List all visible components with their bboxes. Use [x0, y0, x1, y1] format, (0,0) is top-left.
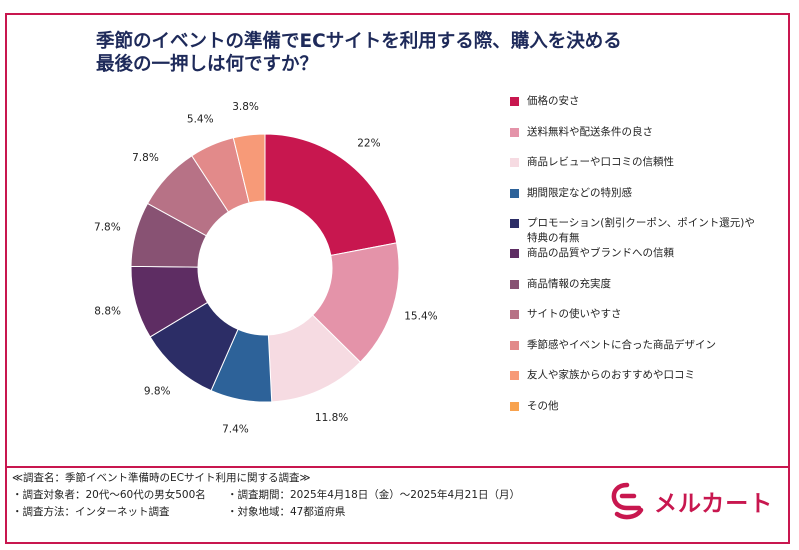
title-line-1: 季節のイベントの準備でECサイトを利用する際、購入を決める	[96, 31, 622, 52]
legend-swatch-11	[510, 401, 519, 411]
legend-label-2: 送料無料や配送条件の良さ	[527, 125, 653, 138]
legend-label-6: 商品の品質やブランドへの信頼	[527, 247, 674, 259]
legend-swatch-2	[510, 127, 519, 137]
legend-label-11: その他	[527, 399, 559, 412]
legend-label-1: 価格の安さ	[527, 95, 580, 107]
legend-item-5: プロモーション(割引クーポン、ポイント還元)や 特典の有無	[510, 216, 767, 246]
slice-label-1: 22%	[357, 137, 380, 149]
legend-swatch-3	[510, 158, 519, 167]
legend-item-8: サイトの使いやすさ	[510, 307, 767, 322]
survey-footer: ≪調査名：季節イベント準備時のECサイト利用に関する調査≫ ・調査対象者：20代…	[12, 470, 520, 521]
legend-label-4: 期間限定などの特別感	[527, 186, 632, 199]
legend-swatch-1	[510, 97, 519, 106]
legend-label-7: 商品情報の充実度	[527, 277, 611, 290]
survey-period: ・調査期間：2025年4月18日（金）～2025年4月21日（月）	[227, 489, 521, 501]
survey-name: ≪調査名：季節イベント準備時のECサイト利用に関する調査≫	[12, 472, 311, 484]
legend-item-3: 商品レビューや口コミの信頼性	[510, 155, 767, 170]
logo-mark-icon	[611, 482, 644, 520]
survey-method: ・調査方法：インターネット調査	[12, 506, 170, 518]
legend-item-11: その他	[510, 399, 767, 414]
legend-label-9: 季節感やイベントに合った商品デザイン	[527, 338, 716, 351]
slice-label-4: 7.4%	[222, 423, 249, 435]
legend-item-2: 送料無料や配送条件の良さ	[510, 125, 767, 140]
slice-label-10: 3.8%	[232, 101, 259, 113]
legend-swatch-9	[510, 340, 519, 350]
legend-label-5: プロモーション(割引クーポン、ポイント還元)や 特典の有無	[527, 217, 755, 244]
legend-swatch-4	[510, 188, 519, 198]
legend-item-9: 季節感やイベントに合った商品デザイン	[510, 338, 767, 353]
footer-divider	[5, 466, 790, 468]
legend-swatch-7	[510, 279, 519, 289]
donut-chart: 22% 15.4% 11.8% 7.4% 9.8% 8.8% 7.8% 7.8% 5.4% 3.8…	[94, 101, 438, 435]
legend-label-8: サイトの使いやすさ	[527, 308, 622, 320]
survey-region: ・対象地域：47都道府県	[227, 506, 346, 518]
donut-slice-10	[232, 133, 266, 204]
logo-text: メルカート	[654, 491, 774, 517]
donut-slice-1	[264, 133, 398, 257]
slice-label-7: 7.8%	[94, 221, 121, 233]
legend-item-1: 価格の安さ	[510, 94, 767, 109]
legend-swatch-6	[510, 249, 519, 258]
legend-swatch-10	[510, 371, 519, 380]
legend-swatch-5	[510, 219, 519, 228]
legend-item-10: 友人や家族からのおすすめや口コミ	[510, 368, 767, 383]
survey-target: ・調査対象者：20代～60代の男女500名	[12, 489, 206, 501]
slice-label-6: 8.8%	[94, 306, 121, 318]
brand-logo: メルカート	[608, 480, 773, 522]
slice-label-2: 15.4%	[404, 310, 437, 322]
slice-label-8: 7.8%	[132, 152, 159, 164]
title-line-2: 最後の一押しは何ですか？	[96, 54, 319, 75]
slice-label-5: 9.8%	[144, 385, 171, 397]
legend-item-6: 商品の品質やブランドへの信頼	[510, 246, 767, 261]
legend-swatch-8	[510, 310, 519, 319]
legend-label-3: 商品レビューや口コミの信頼性	[527, 156, 674, 168]
legend-label-10: 友人や家族からのおすすめや口コミ	[527, 369, 695, 381]
legend-item-4: 期間限定などの特別感	[510, 186, 767, 201]
slice-label-9: 5.4%	[187, 113, 214, 125]
slice-label-3: 11.8%	[315, 412, 348, 424]
legend-item-7: 商品情報の充実度	[510, 277, 767, 292]
chart-title: 季節のイベントの準備でECサイトを利用する際、購入を決める 最後の一押しは何です…	[96, 30, 736, 76]
